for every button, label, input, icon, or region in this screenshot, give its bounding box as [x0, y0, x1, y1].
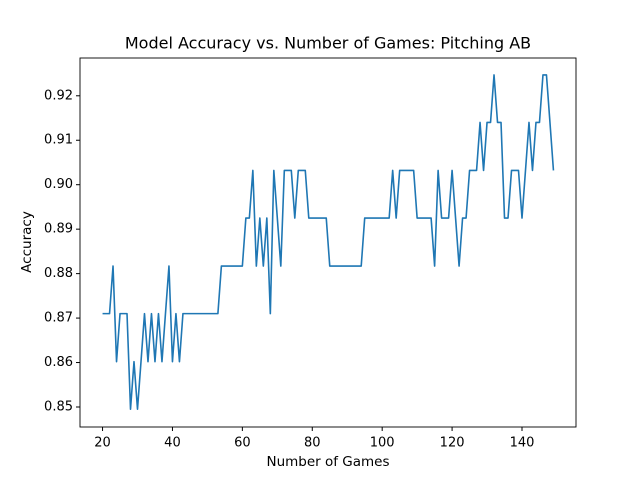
- y-tick-label: 0.90: [44, 177, 73, 192]
- y-tick-label: 0.92: [44, 88, 73, 103]
- y-axis-label: Accuracy: [19, 211, 35, 273]
- y-tick-label: 0.88: [44, 266, 73, 281]
- y-tick-label: 0.85: [44, 399, 73, 414]
- x-tick-label: 20: [94, 436, 111, 451]
- plot-frame: [79, 57, 577, 428]
- y-tick-label: 0.86: [44, 355, 73, 370]
- x-axis-label: Number of Games: [266, 454, 389, 470]
- chart-title: Model Accuracy vs. Number of Games: Pitc…: [125, 34, 531, 53]
- y-tick-label: 0.87: [44, 311, 73, 326]
- x-tick-label: 40: [164, 436, 181, 451]
- x-tick-label: 120: [440, 436, 465, 451]
- x-tick-label: 100: [370, 436, 395, 451]
- x-tick-label: 80: [304, 436, 321, 451]
- y-tick-label: 0.91: [44, 133, 73, 148]
- x-tick-label: 140: [510, 436, 535, 451]
- y-tick-label: 0.89: [44, 222, 73, 237]
- x-tick-label: 60: [234, 436, 251, 451]
- data-line: [102, 74, 555, 411]
